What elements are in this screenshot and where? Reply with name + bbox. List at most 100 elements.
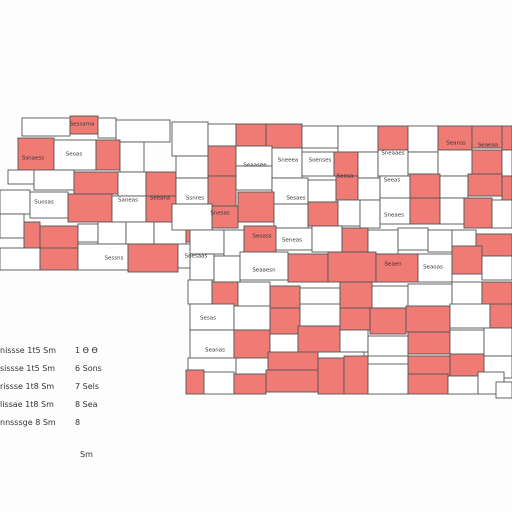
county	[357, 177, 381, 201]
county	[77, 243, 129, 271]
county-highlighted	[211, 205, 239, 229]
county-label: Sneeea	[278, 158, 299, 164]
county-label: Seeana	[150, 196, 171, 202]
county-label: Seaaesn	[252, 268, 276, 274]
county	[311, 225, 343, 253]
county	[337, 199, 361, 227]
county	[189, 253, 215, 281]
county	[307, 179, 337, 203]
county	[439, 197, 465, 225]
county	[437, 149, 473, 177]
legend-value: 7 Sels	[75, 382, 100, 391]
county-label: Sessama	[70, 122, 95, 128]
county-highlighted	[471, 149, 503, 175]
county-highlighted	[145, 171, 177, 197]
legend-row: rissse 1t8 Sm 7 Sels	[0, 382, 110, 400]
county	[447, 375, 479, 395]
county	[97, 117, 117, 139]
county-highlighted	[127, 243, 179, 273]
county-highlighted	[375, 253, 419, 283]
county-label: Saneas	[118, 198, 138, 204]
county	[0, 213, 25, 239]
county-highlighted	[267, 351, 319, 371]
county-label: Seanas	[205, 348, 225, 354]
county	[125, 221, 155, 245]
county-label: Sneaaes	[381, 151, 404, 157]
county-highlighted	[409, 173, 441, 199]
county	[449, 329, 485, 357]
county-highlighted	[451, 245, 483, 275]
county-highlighted	[341, 227, 369, 253]
county-highlighted	[407, 373, 449, 395]
county-highlighted	[407, 331, 451, 355]
county-label: Suosas	[34, 200, 54, 206]
county-highlighted	[339, 307, 371, 331]
county-label: Ssnaess	[22, 156, 44, 162]
county-highlighted	[73, 171, 119, 195]
county	[21, 117, 71, 137]
county	[189, 303, 235, 331]
county-highlighted	[333, 151, 359, 177]
county	[337, 125, 379, 153]
county-label: Snesas	[210, 211, 230, 217]
county	[187, 279, 213, 305]
legend-value: 1 Ɵ Ɵ	[75, 346, 98, 355]
county	[175, 177, 209, 205]
county	[379, 197, 411, 225]
legend-label: sissse 1t5 Sm	[0, 364, 56, 373]
county-highlighted	[335, 175, 359, 201]
county	[417, 253, 453, 283]
county	[53, 139, 97, 171]
county	[371, 285, 409, 309]
legend-value: 8 Sea	[75, 400, 98, 409]
county-highlighted	[307, 201, 339, 227]
county-highlighted	[67, 193, 113, 223]
legend-label: nissse 1t5 Sm	[0, 346, 56, 355]
county-label: Seaeaa	[478, 143, 498, 149]
county-highlighted	[437, 125, 473, 151]
county	[77, 223, 99, 243]
county	[271, 147, 303, 179]
county	[7, 169, 35, 185]
county-highlighted	[185, 369, 205, 395]
county-highlighted	[297, 325, 341, 355]
county-label: Seeas	[384, 178, 401, 184]
county	[367, 229, 399, 255]
county	[33, 169, 75, 191]
county	[427, 229, 453, 253]
county	[439, 175, 469, 199]
county	[237, 281, 271, 309]
county	[233, 305, 271, 331]
county-highlighted	[481, 281, 512, 307]
legend-row: lissae 1t8 Sm 8 Sea	[0, 400, 110, 418]
county	[367, 363, 409, 395]
county-label: Seeaa	[337, 174, 354, 180]
county-highlighted	[39, 225, 79, 251]
county	[301, 151, 335, 177]
county-highlighted	[207, 175, 237, 207]
county-label: Seaasee	[243, 163, 267, 169]
county-highlighted	[17, 137, 55, 171]
county-highlighted	[501, 175, 512, 201]
county-label: Sessns	[105, 256, 124, 262]
county-highlighted	[287, 253, 329, 283]
county	[301, 125, 339, 149]
county-highlighted	[343, 355, 369, 395]
county	[449, 303, 491, 329]
legend-row: nnsssge 8 Sm 8	[0, 418, 110, 436]
county	[501, 149, 512, 177]
county	[407, 125, 439, 153]
legend-label: nnsssge 8 Sm	[0, 418, 56, 427]
county-label: Seaen	[384, 262, 402, 268]
legend-label: rissse 1t8 Sm	[0, 382, 55, 391]
county-highlighted	[233, 373, 267, 395]
county-label: Seoass	[252, 234, 271, 240]
county-label: Seanss	[446, 141, 466, 147]
county-highlighted	[317, 357, 345, 395]
county	[97, 221, 127, 245]
legend-value: 8	[75, 418, 81, 427]
county-highlighted	[265, 369, 319, 393]
county-highlighted	[501, 125, 512, 151]
county-label: Snesaas	[185, 254, 208, 260]
